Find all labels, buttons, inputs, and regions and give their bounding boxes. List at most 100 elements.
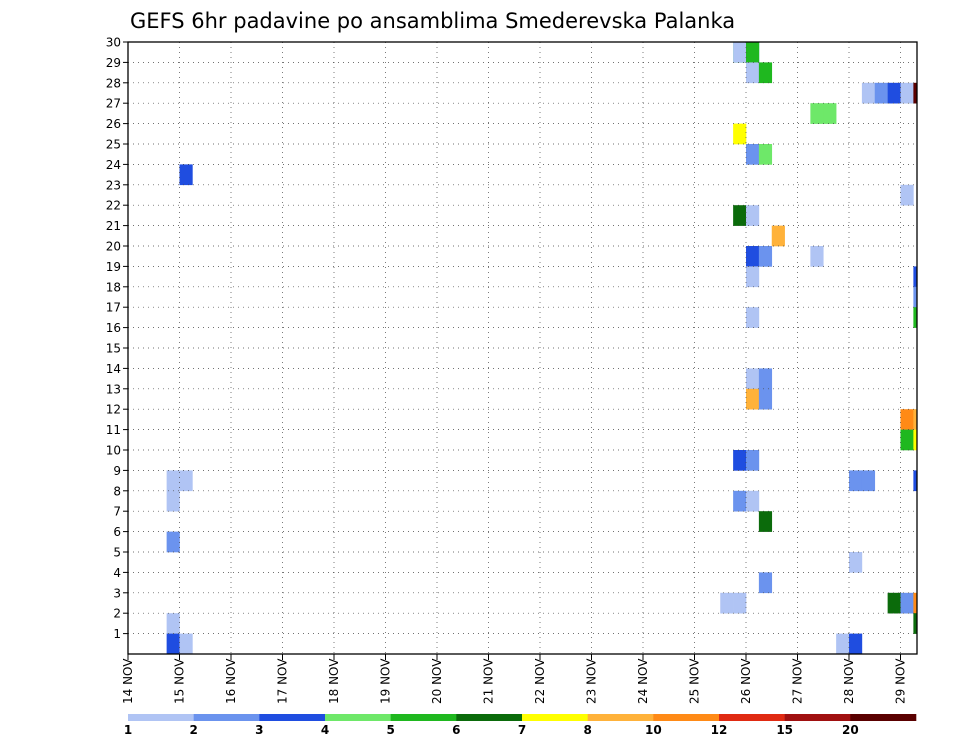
y-tick-label: 10 [106, 444, 121, 458]
legend-swatch [259, 714, 326, 721]
legend-label: 2 [189, 723, 197, 737]
x-tick-label: 24 NOV [636, 658, 650, 704]
legend-swatch [719, 714, 785, 721]
x-tick-label: 18 NOV [327, 658, 341, 704]
grid-layer [128, 42, 917, 654]
y-tick-label: 23 [106, 178, 121, 192]
legend-swatch [850, 714, 917, 721]
x-tick-label: 14 NOV [121, 658, 135, 704]
y-tick-label: 13 [106, 382, 121, 396]
y-tick-label: 16 [106, 321, 121, 335]
legend-label: 7 [518, 723, 526, 737]
heat-cell [900, 592, 914, 614]
heat-cell [861, 82, 876, 104]
heat-cell [913, 286, 918, 308]
heat-cell [758, 511, 773, 532]
x-tick-label: 15 NOV [173, 658, 187, 704]
heat-cell [746, 368, 760, 390]
legend-label: 4 [321, 723, 329, 737]
heat-cell [771, 225, 785, 247]
x-tick-label: 26 NOV [739, 658, 753, 704]
legend-label: 8 [583, 723, 591, 737]
heat-cell [810, 103, 824, 124]
heat-cell [746, 205, 760, 226]
heat-cell [758, 246, 773, 267]
heat-cell [746, 490, 760, 512]
heat-cell [849, 470, 863, 492]
heat-cell [810, 246, 824, 267]
x-tick-label: 19 NOV [379, 658, 393, 704]
heat-cell [913, 613, 918, 634]
legend-label: 10 [645, 723, 662, 737]
legend: 1 2 3 4 5 6 7 8 10 12 15 20 [124, 714, 917, 737]
legend-label: 15 [776, 723, 793, 737]
heat-cell [746, 388, 760, 410]
heat-cell [758, 62, 773, 84]
legend-label: 3 [255, 723, 263, 737]
legend-label: 12 [711, 723, 728, 737]
heat-cell [758, 144, 773, 165]
heat-cell [179, 470, 193, 492]
y-tick-label: 30 [106, 36, 121, 50]
heat-cell [900, 184, 914, 206]
legend-swatch [193, 714, 260, 721]
y-tick-label: 26 [106, 117, 121, 131]
heat-cell [900, 409, 914, 430]
heat-cell [746, 246, 760, 267]
x-tick-label: 20 NOV [430, 658, 444, 704]
y-tick-label: 17 [106, 301, 121, 315]
legend-label: 6 [452, 723, 460, 737]
x-tick-label: 23 NOV [585, 658, 599, 704]
x-tick-label: 27 NOV [791, 658, 805, 704]
y-tick-label: 9 [113, 464, 121, 478]
y-tick-label: 24 [106, 158, 121, 172]
y-tick-label: 25 [106, 138, 121, 152]
x-tick-label: 25 NOV [688, 658, 702, 704]
y-tick-label: 21 [106, 219, 121, 233]
legend-swatch [653, 714, 720, 721]
heat-cell [746, 62, 760, 84]
heat-cell [733, 42, 747, 63]
y-tick-label: 27 [106, 97, 121, 111]
heat-cell [913, 470, 918, 492]
heat-cell [913, 82, 918, 104]
x-tick-label: 17 NOV [276, 658, 290, 704]
heat-cell [746, 450, 760, 471]
y-tick-label: 4 [113, 566, 121, 580]
heat-cell [746, 266, 760, 288]
y-tick-label: 3 [113, 586, 121, 600]
heat-cell [900, 429, 914, 451]
y-tick-label: 18 [106, 280, 121, 294]
x-tick-label: 29 NOV [894, 658, 908, 704]
legend-swatch [587, 714, 654, 721]
heat-cell [166, 613, 180, 634]
y-tick-label: 8 [113, 484, 121, 498]
heat-cell [746, 307, 760, 328]
heat-cell [179, 164, 193, 186]
heat-cell [733, 450, 747, 471]
y-tick-label: 7 [113, 505, 121, 519]
heat-cell [874, 82, 888, 104]
heat-cell [166, 490, 180, 512]
y-axis: 1234567891011121314151617181920212223242… [106, 36, 128, 641]
y-tick-label: 11 [106, 423, 121, 437]
heat-cell [720, 592, 734, 614]
heat-cell [913, 266, 918, 288]
heat-cell [913, 592, 918, 614]
heat-cell [849, 633, 863, 655]
heat-cell [179, 633, 193, 655]
heat-cell [733, 205, 747, 226]
x-tick-label: 21 NOV [482, 658, 496, 704]
y-tick-label: 2 [113, 607, 121, 621]
heat-cell [758, 572, 773, 594]
y-tick-label: 20 [106, 240, 121, 254]
legend-label: 1 [124, 723, 132, 737]
y-tick-label: 12 [106, 403, 121, 417]
heat-cell [746, 42, 760, 63]
heat-cell [913, 409, 918, 430]
heat-cell [887, 82, 901, 104]
x-tick-label: 28 NOV [842, 658, 856, 704]
heat-cell [166, 633, 180, 655]
cells-layer [166, 42, 918, 655]
